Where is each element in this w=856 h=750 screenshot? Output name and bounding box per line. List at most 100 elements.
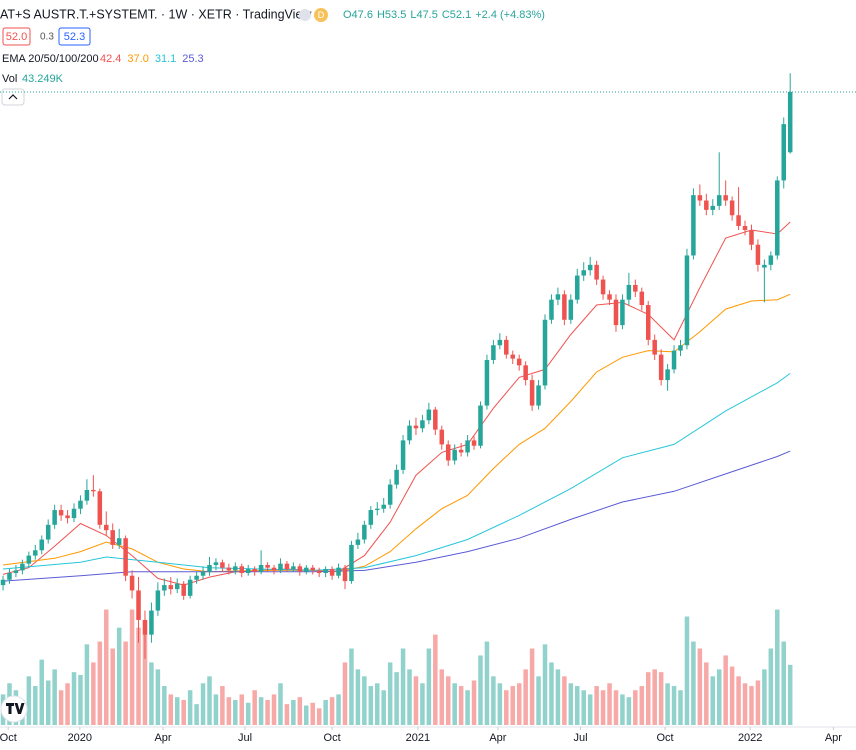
volume-bar	[245, 702, 251, 725]
bid: 52.0	[6, 31, 27, 43]
candle-body	[239, 566, 245, 574]
volume-bar	[549, 662, 554, 725]
candle-body	[368, 510, 374, 525]
volume-bar	[316, 708, 322, 725]
candle-body	[265, 565, 270, 568]
candle-body	[523, 365, 528, 381]
volume-bar	[413, 676, 419, 725]
volume-bar	[465, 690, 470, 725]
volume-bar	[123, 641, 128, 725]
volume-bar	[220, 686, 225, 725]
volume-bar	[542, 644, 548, 725]
status-dot	[299, 9, 311, 21]
ema-value: 37.0	[127, 53, 148, 65]
candle-body	[549, 299, 554, 320]
candle-body	[433, 409, 438, 430]
candle-body	[26, 555, 32, 564]
candle-body	[336, 567, 341, 576]
candle-body	[194, 575, 199, 580]
ema-line	[2, 221, 791, 586]
ask-box[interactable]	[58, 27, 91, 46]
candle-body	[342, 567, 348, 582]
candle-body	[381, 504, 386, 509]
candle-body	[252, 569, 257, 572]
volume-bar	[329, 697, 335, 725]
candle-body	[633, 284, 638, 292]
volume-bar	[529, 648, 535, 725]
candle-body	[226, 567, 232, 571]
volume-bar	[116, 627, 122, 725]
candle-body	[13, 570, 19, 574]
volume-bar	[149, 662, 154, 725]
volume-bar	[420, 683, 425, 725]
candle-body	[775, 180, 780, 256]
ask: 52.3	[64, 31, 85, 43]
volume-bar	[368, 686, 374, 725]
volume-bar	[555, 669, 561, 725]
volume-bar	[697, 648, 703, 725]
candle-body	[168, 585, 174, 590]
volume-bar	[665, 683, 670, 725]
volume-bar	[768, 648, 774, 725]
candle-body	[110, 530, 115, 545]
volume-bar	[168, 694, 174, 725]
candle-body	[213, 562, 219, 566]
candle-body	[187, 579, 193, 596]
bid-box[interactable]	[2, 27, 31, 46]
volume-bar	[749, 686, 754, 725]
candle-body	[471, 440, 477, 446]
candle-body	[162, 585, 167, 591]
candle-body	[65, 515, 70, 519]
symbol-title: AT+S AUSTR.T.+SYSTEMT. · 1W · XETR · Tra…	[0, 7, 312, 21]
candle-body	[407, 425, 412, 441]
volume-bar	[97, 641, 103, 725]
x-tick-label: Apr	[154, 732, 171, 744]
candle-body	[91, 489, 96, 492]
volume-bar	[678, 690, 683, 725]
candle-body	[510, 354, 516, 359]
volume-bar	[445, 676, 451, 725]
volume-bar	[58, 690, 64, 725]
volume-bar	[710, 676, 716, 725]
ohlc-value: O47.6	[343, 9, 373, 21]
candle-body	[39, 539, 45, 551]
candle-body	[736, 215, 741, 226]
volume-bar	[607, 683, 612, 725]
candle-body	[374, 508, 380, 511]
volume-bar	[52, 669, 57, 725]
collapse-button[interactable]	[1, 88, 25, 106]
volume-bar	[174, 697, 180, 725]
volume-bar	[65, 683, 70, 725]
volume-bar	[626, 697, 632, 725]
volume-bar	[200, 683, 206, 725]
volume-bar	[484, 641, 490, 725]
volume-bar	[297, 697, 303, 725]
volume-bar	[671, 686, 677, 725]
ohlc-value: L47.5	[410, 9, 438, 21]
candle-body	[581, 270, 586, 276]
candle-body	[200, 571, 206, 576]
candle-body	[536, 385, 541, 406]
candle-body	[652, 339, 657, 355]
candle-body	[478, 405, 483, 446]
volume-bar	[562, 676, 567, 725]
candle-body	[749, 229, 754, 245]
collapse-icon	[8, 94, 18, 100]
volume-bar	[323, 699, 328, 725]
x-tick-label: 2021	[406, 732, 430, 744]
volume-bar	[471, 680, 477, 725]
candle-body	[207, 565, 212, 572]
candle-body	[33, 550, 38, 556]
candle-body	[291, 566, 296, 570]
candle-body	[323, 569, 328, 574]
volume-bar	[45, 680, 51, 725]
candle-body	[704, 200, 709, 210]
volume-bar	[723, 655, 728, 725]
candle-body	[136, 590, 141, 620]
candle-body	[497, 339, 503, 346]
candle-body	[762, 264, 767, 268]
candle-body	[568, 299, 574, 320]
volume-bar	[633, 690, 638, 725]
volume-bar	[78, 674, 83, 725]
volume-bar	[433, 634, 438, 725]
